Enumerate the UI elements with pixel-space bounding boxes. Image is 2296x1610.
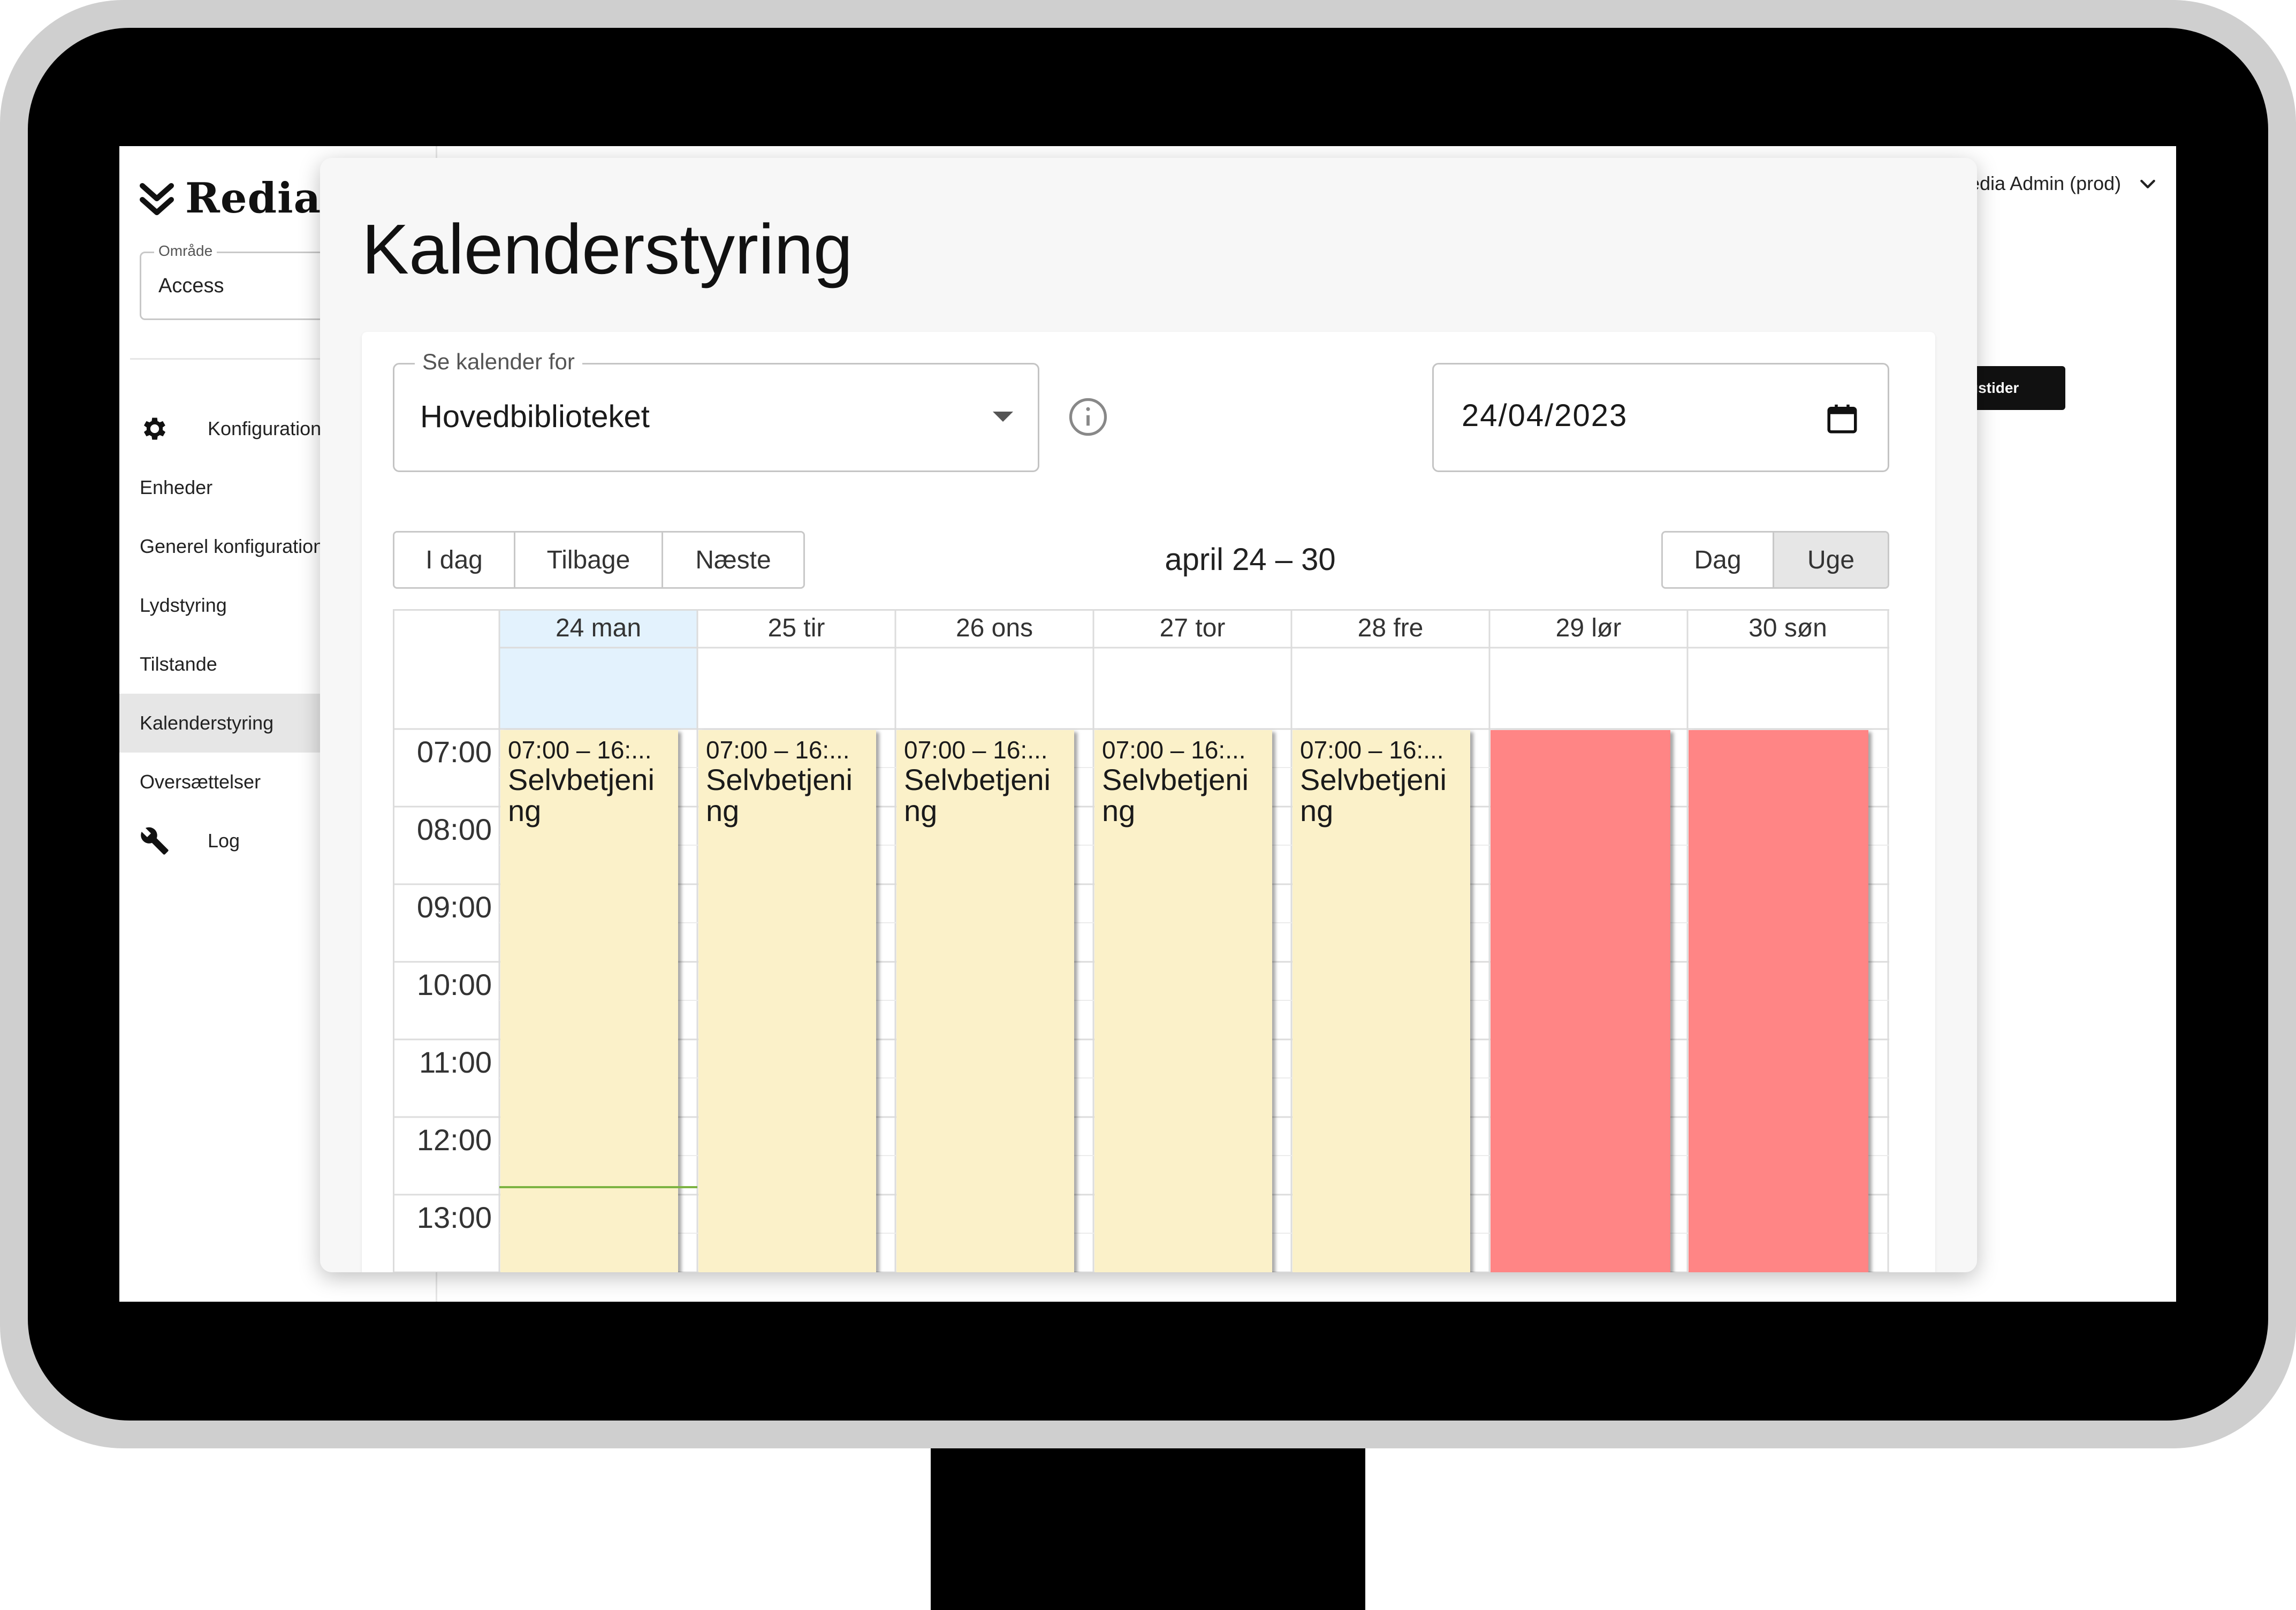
sidebar-item-label: Generel konfiguration: [140, 535, 324, 557]
dropdown-arrow-icon: [993, 412, 1013, 422]
day-header[interactable]: 28 fre: [1357, 614, 1424, 642]
sidebar-item-konfiguration[interactable]: Konfiguration: [119, 399, 437, 458]
user-name: Redia Admin (prod): [1955, 172, 2122, 194]
calendar-event[interactable]: 07:00 – 16:... Selvbetjening: [896, 730, 1074, 1272]
screen: Redia Område Access Konfiguration Enhede…: [119, 146, 2176, 1302]
calendar-event[interactable]: 07:00 – 16:... Selvbetjening: [698, 730, 876, 1272]
sidebar-item-tilstande[interactable]: Tilstande: [119, 635, 437, 694]
hour-label: 12:00: [416, 1123, 492, 1157]
event-time: 07:00 – 16:...: [1102, 736, 1246, 764]
sidebar-item-generel-konfiguration[interactable]: Generel konfiguration: [119, 517, 437, 576]
back-button[interactable]: Tilbage: [515, 533, 663, 587]
next-button[interactable]: Næste: [663, 533, 803, 587]
calendar-event[interactable]: 07:00 – 16:... Selvbetjening: [1293, 730, 1470, 1272]
day-header[interactable]: 29 lør: [1555, 614, 1622, 642]
hour-label: 07:00: [416, 735, 492, 769]
chevron-down-icon: [2140, 179, 2155, 188]
sidebar-item-label: Log: [208, 830, 240, 852]
area-select[interactable]: Område Access: [140, 242, 461, 320]
sidebar-item-oversaettelser[interactable]: Oversættelser: [119, 753, 437, 811]
logo[interactable]: Redia: [138, 173, 322, 223]
event-time: 07:00 – 16:...: [508, 736, 652, 764]
day-header[interactable]: 30 søn: [1748, 614, 1827, 642]
closed-day-block[interactable]: [1689, 730, 1868, 1272]
date-range-title: april 24 – 30: [1165, 542, 1336, 577]
area-value: Access: [158, 275, 224, 297]
week-calendar: 24 man 25 tir 26 ons 27 tor 28 fre 29 lø…: [393, 609, 1889, 1272]
week-view-button[interactable]: Uge: [1774, 533, 1888, 587]
calendar-nav-buttons: I dag Tilbage Næste: [393, 531, 805, 589]
monitor-stand: [931, 1448, 1365, 1610]
wrench-icon: [141, 827, 169, 855]
day-view-button[interactable]: Dag: [1663, 533, 1774, 587]
closed-day-block[interactable]: [1491, 730, 1670, 1272]
day-header[interactable]: 25 tir: [767, 614, 825, 642]
calendar-card: Se kalender for Hovedbiblioteket 24/04/2…: [362, 332, 1935, 1272]
calendar-icon[interactable]: [1824, 401, 1860, 436]
sidebar-item-log[interactable]: Log: [119, 811, 437, 870]
sidebar-item-enheder[interactable]: Enheder: [119, 458, 437, 517]
event-title: Selvbetjening: [1102, 763, 1249, 827]
day-header[interactable]: 24 man: [555, 614, 642, 642]
sidebar-item-label: Konfiguration: [208, 417, 322, 439]
date-value: 24/04/2023: [1462, 398, 1628, 433]
gear-icon: [143, 417, 166, 440]
calendar-event[interactable]: 07:00 – 16:... Selvbetjening: [1094, 730, 1272, 1272]
today-button[interactable]: I dag: [394, 533, 515, 587]
sidebar-divider: [130, 358, 437, 360]
calendar-event[interactable]: 07:00 – 16:... Selvbetjening: [500, 730, 678, 1272]
day-header[interactable]: 27 tor: [1159, 614, 1226, 642]
user-menu[interactable]: Redia Admin (prod): [1955, 168, 2158, 200]
redia-logo-icon: [140, 183, 174, 215]
event-title: Selvbetjening: [1300, 763, 1447, 827]
sidebar-item-label: Enheder: [140, 476, 213, 498]
sidebar-item-label: Tilstande: [140, 653, 217, 675]
calendar-select-value: Hovedbiblioteket: [420, 399, 650, 434]
hour-label: 08:00: [416, 812, 492, 846]
hour-label: 10:00: [416, 968, 492, 1001]
event-time: 07:00 – 16:...: [706, 736, 850, 764]
page-title: Kalenderstyring: [362, 210, 853, 288]
sidebar-item-lydstyring[interactable]: Lydstyring: [119, 576, 437, 635]
event-title: Selvbetjening: [508, 763, 655, 827]
sidebar-item-label: Lydstyring: [140, 594, 227, 616]
calendar-select[interactable]: Se kalender for Hovedbiblioteket: [393, 349, 1039, 472]
info-icon[interactable]: [1067, 396, 1109, 438]
event-title: Selvbetjening: [904, 763, 1051, 827]
calendar-select-label: Se kalender for: [415, 349, 582, 375]
hour-label: 11:00: [419, 1045, 492, 1079]
calendar-modal: Kalenderstyring Se kalender for Hovedbib…: [320, 158, 1977, 1272]
sidebar-item-label: Oversættelser: [140, 771, 261, 793]
view-toggle: Dag Uge: [1661, 531, 1889, 589]
date-field[interactable]: 24/04/2023: [1432, 363, 1889, 472]
event-title: Selvbetjening: [706, 763, 853, 827]
sidebar-item-label: Kalenderstyring: [140, 712, 274, 734]
event-time: 07:00 – 16:...: [1300, 736, 1444, 764]
area-label: Område: [154, 242, 217, 260]
hour-label: 13:00: [416, 1201, 492, 1234]
hour-label: 09:00: [416, 890, 492, 924]
brand-name: Redia: [185, 173, 322, 223]
day-header[interactable]: 26 ons: [955, 614, 1033, 642]
event-time: 07:00 – 16:...: [904, 736, 1048, 764]
